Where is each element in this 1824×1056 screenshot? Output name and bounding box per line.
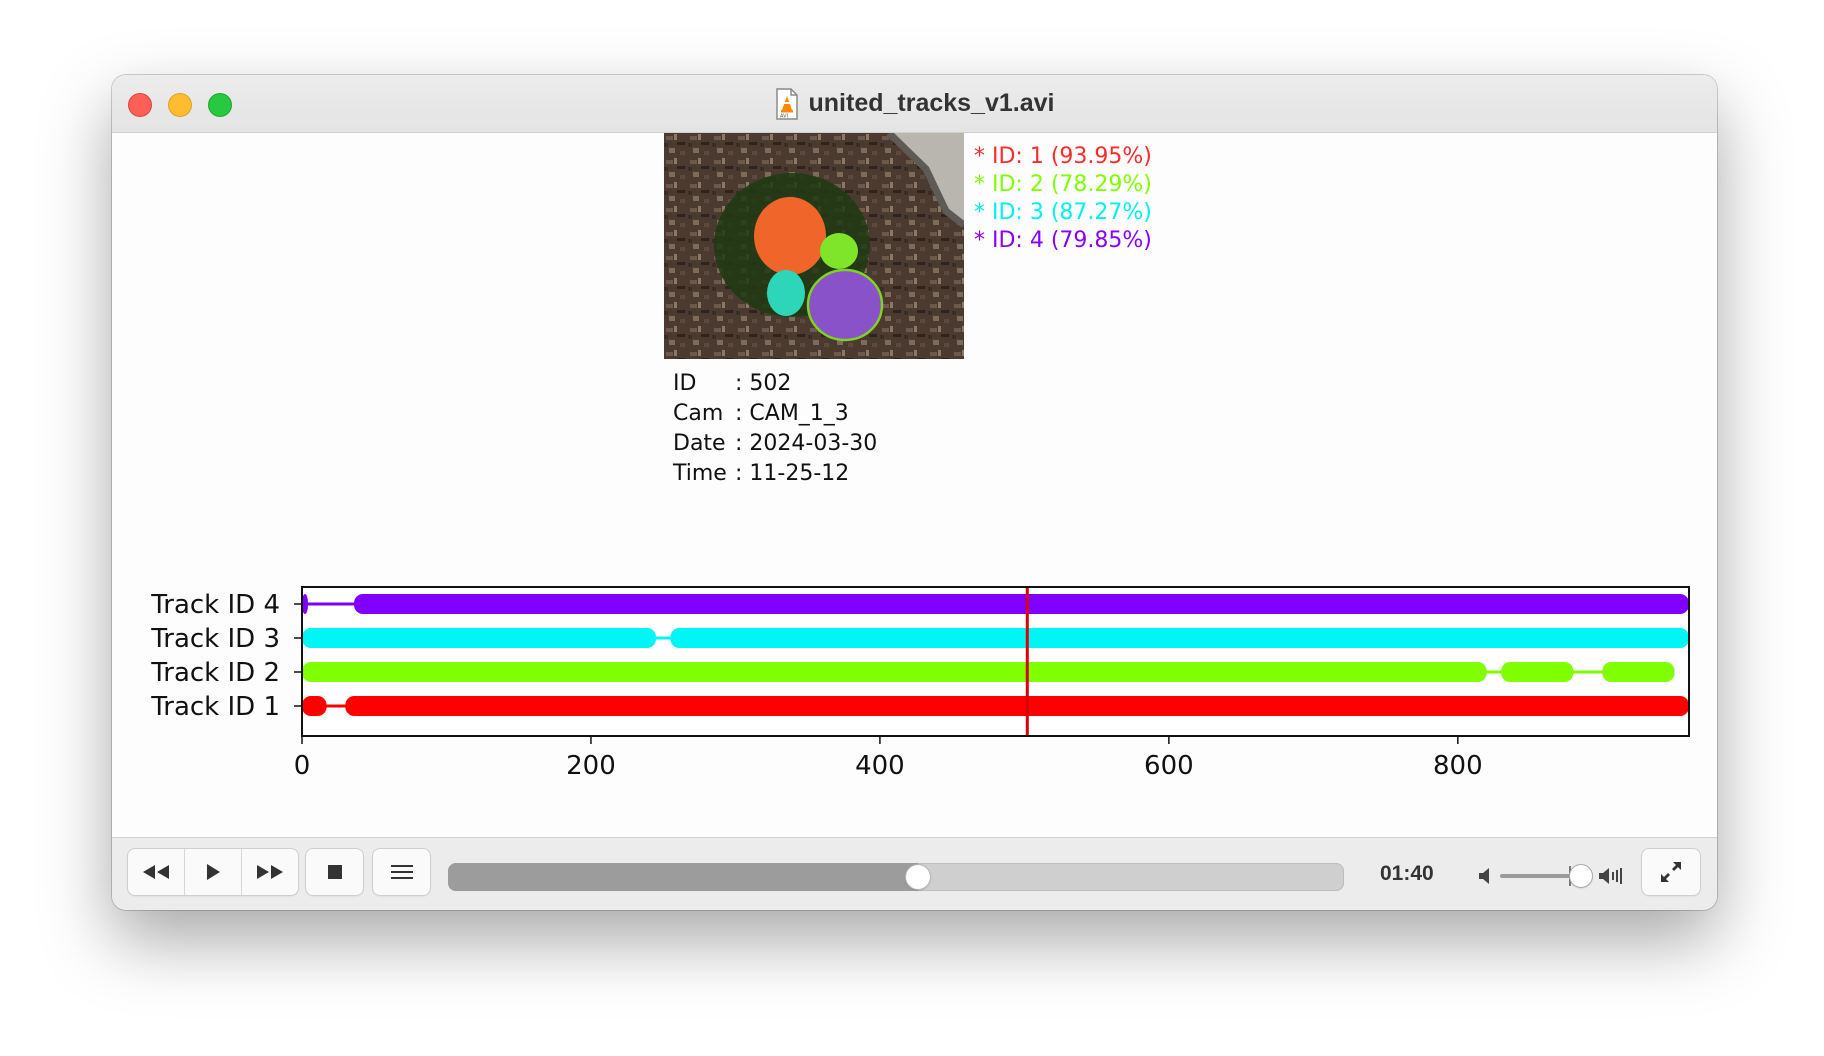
fullscreen-button[interactable] xyxy=(1642,849,1700,895)
x-tick-label: 800 xyxy=(1433,751,1483,781)
seek-handle[interactable] xyxy=(906,865,931,889)
meta-date-key: Date xyxy=(673,431,726,456)
window-title: united_tracks_v1.avi xyxy=(808,89,1055,117)
stop-icon xyxy=(327,865,342,879)
playback-controls: 01:40 xyxy=(112,837,1717,910)
detection-entry-2: * ID: 2 (78.29%) xyxy=(974,172,1152,197)
minimize-window-button[interactable] xyxy=(168,93,192,117)
series-segment-2-2 xyxy=(1501,662,1574,682)
plot-frame xyxy=(301,586,1690,737)
stop-button-group xyxy=(306,849,363,895)
rewind-icon xyxy=(143,865,169,879)
stop-button[interactable] xyxy=(306,849,363,895)
volume-high-icon[interactable] xyxy=(1598,866,1624,886)
playlist-icon xyxy=(390,865,413,879)
seek-progress xyxy=(448,863,919,891)
fast-forward-button[interactable] xyxy=(241,849,298,895)
detection-entry-1: * ID: 1 (93.95%) xyxy=(974,144,1152,169)
seek-bar[interactable] xyxy=(448,863,1344,891)
x-tick-label: 600 xyxy=(1144,751,1194,781)
rewind-button[interactable] xyxy=(128,849,184,895)
detection-frame xyxy=(664,133,964,359)
series-segment-1-1 xyxy=(302,696,327,716)
series-segment-4-2 xyxy=(354,594,1690,614)
series-segment-3-1 xyxy=(302,628,656,648)
playlist-button[interactable] xyxy=(373,849,430,895)
transport-buttons xyxy=(128,849,298,895)
meta-cam-value: : CAM_1_3 xyxy=(735,401,849,426)
x-tick-label: 0 xyxy=(294,751,311,781)
meta-cam-key: Cam xyxy=(673,401,724,426)
y-tick-label: Track ID 1 xyxy=(150,692,280,722)
detection-entry-3: * ID: 3 (87.27%) xyxy=(974,200,1152,225)
fast-forward-icon xyxy=(257,865,283,879)
close-window-button[interactable] xyxy=(128,93,152,117)
series-segment-3-2 xyxy=(670,628,1689,648)
x-tick-label: 400 xyxy=(855,751,905,781)
y-tick-label: Track ID 2 xyxy=(150,658,280,688)
meta-id-key: ID xyxy=(673,371,697,396)
frame-metadata: ID : 502 Cam : CAM_1_3 Date : 2024-03-30… xyxy=(673,369,877,489)
player-window: AVI united_tracks_v1.avi xyxy=(112,75,1717,910)
video-area[interactable]: * ID: 1 (93.95%) * ID: 2 (78.29%) * ID: … xyxy=(112,133,1717,838)
volume-slider[interactable] xyxy=(1500,874,1588,878)
time-display: 01:40 xyxy=(1380,862,1434,885)
file-icon: AVI xyxy=(775,87,798,120)
detection-entry-4: * ID: 4 (79.85%) xyxy=(974,228,1152,253)
meta-id-value: : 502 xyxy=(735,371,792,396)
x-tick-label: 200 xyxy=(566,751,616,781)
y-tick-label: Track ID 4 xyxy=(150,590,280,620)
play-button[interactable] xyxy=(184,849,241,895)
y-tick-label: Track ID 3 xyxy=(150,624,280,654)
meta-date-value: : 2024-03-30 xyxy=(735,431,878,456)
series-segment-1-2 xyxy=(345,696,1689,716)
svg-text:AVI: AVI xyxy=(780,113,788,119)
title-bar[interactable]: AVI united_tracks_v1.avi xyxy=(112,75,1717,133)
zoom-window-button[interactable] xyxy=(208,93,232,117)
detection-legend: * ID: 1 (93.95%) * ID: 2 (78.29%) * ID: … xyxy=(974,143,1152,255)
volume-low-icon[interactable] xyxy=(1478,867,1494,885)
volume-handle[interactable] xyxy=(1570,865,1593,887)
fullscreen-button-group xyxy=(1642,849,1700,895)
meta-time-key: Time xyxy=(673,461,727,486)
meta-time-value: : 11-25-12 xyxy=(735,461,850,486)
track-timeline-chart: Track ID 1 Track ID 2 Track ID 3 Track ID 4… xyxy=(150,586,1690,781)
play-icon xyxy=(207,864,220,880)
series-segment-2-3 xyxy=(1602,662,1675,682)
series-segment-4-1 xyxy=(302,594,308,614)
series-segment-2-1 xyxy=(302,662,1487,682)
playlist-button-group xyxy=(373,849,430,895)
fullscreen-icon xyxy=(1661,862,1681,882)
volume-slider-tick xyxy=(1569,866,1571,886)
